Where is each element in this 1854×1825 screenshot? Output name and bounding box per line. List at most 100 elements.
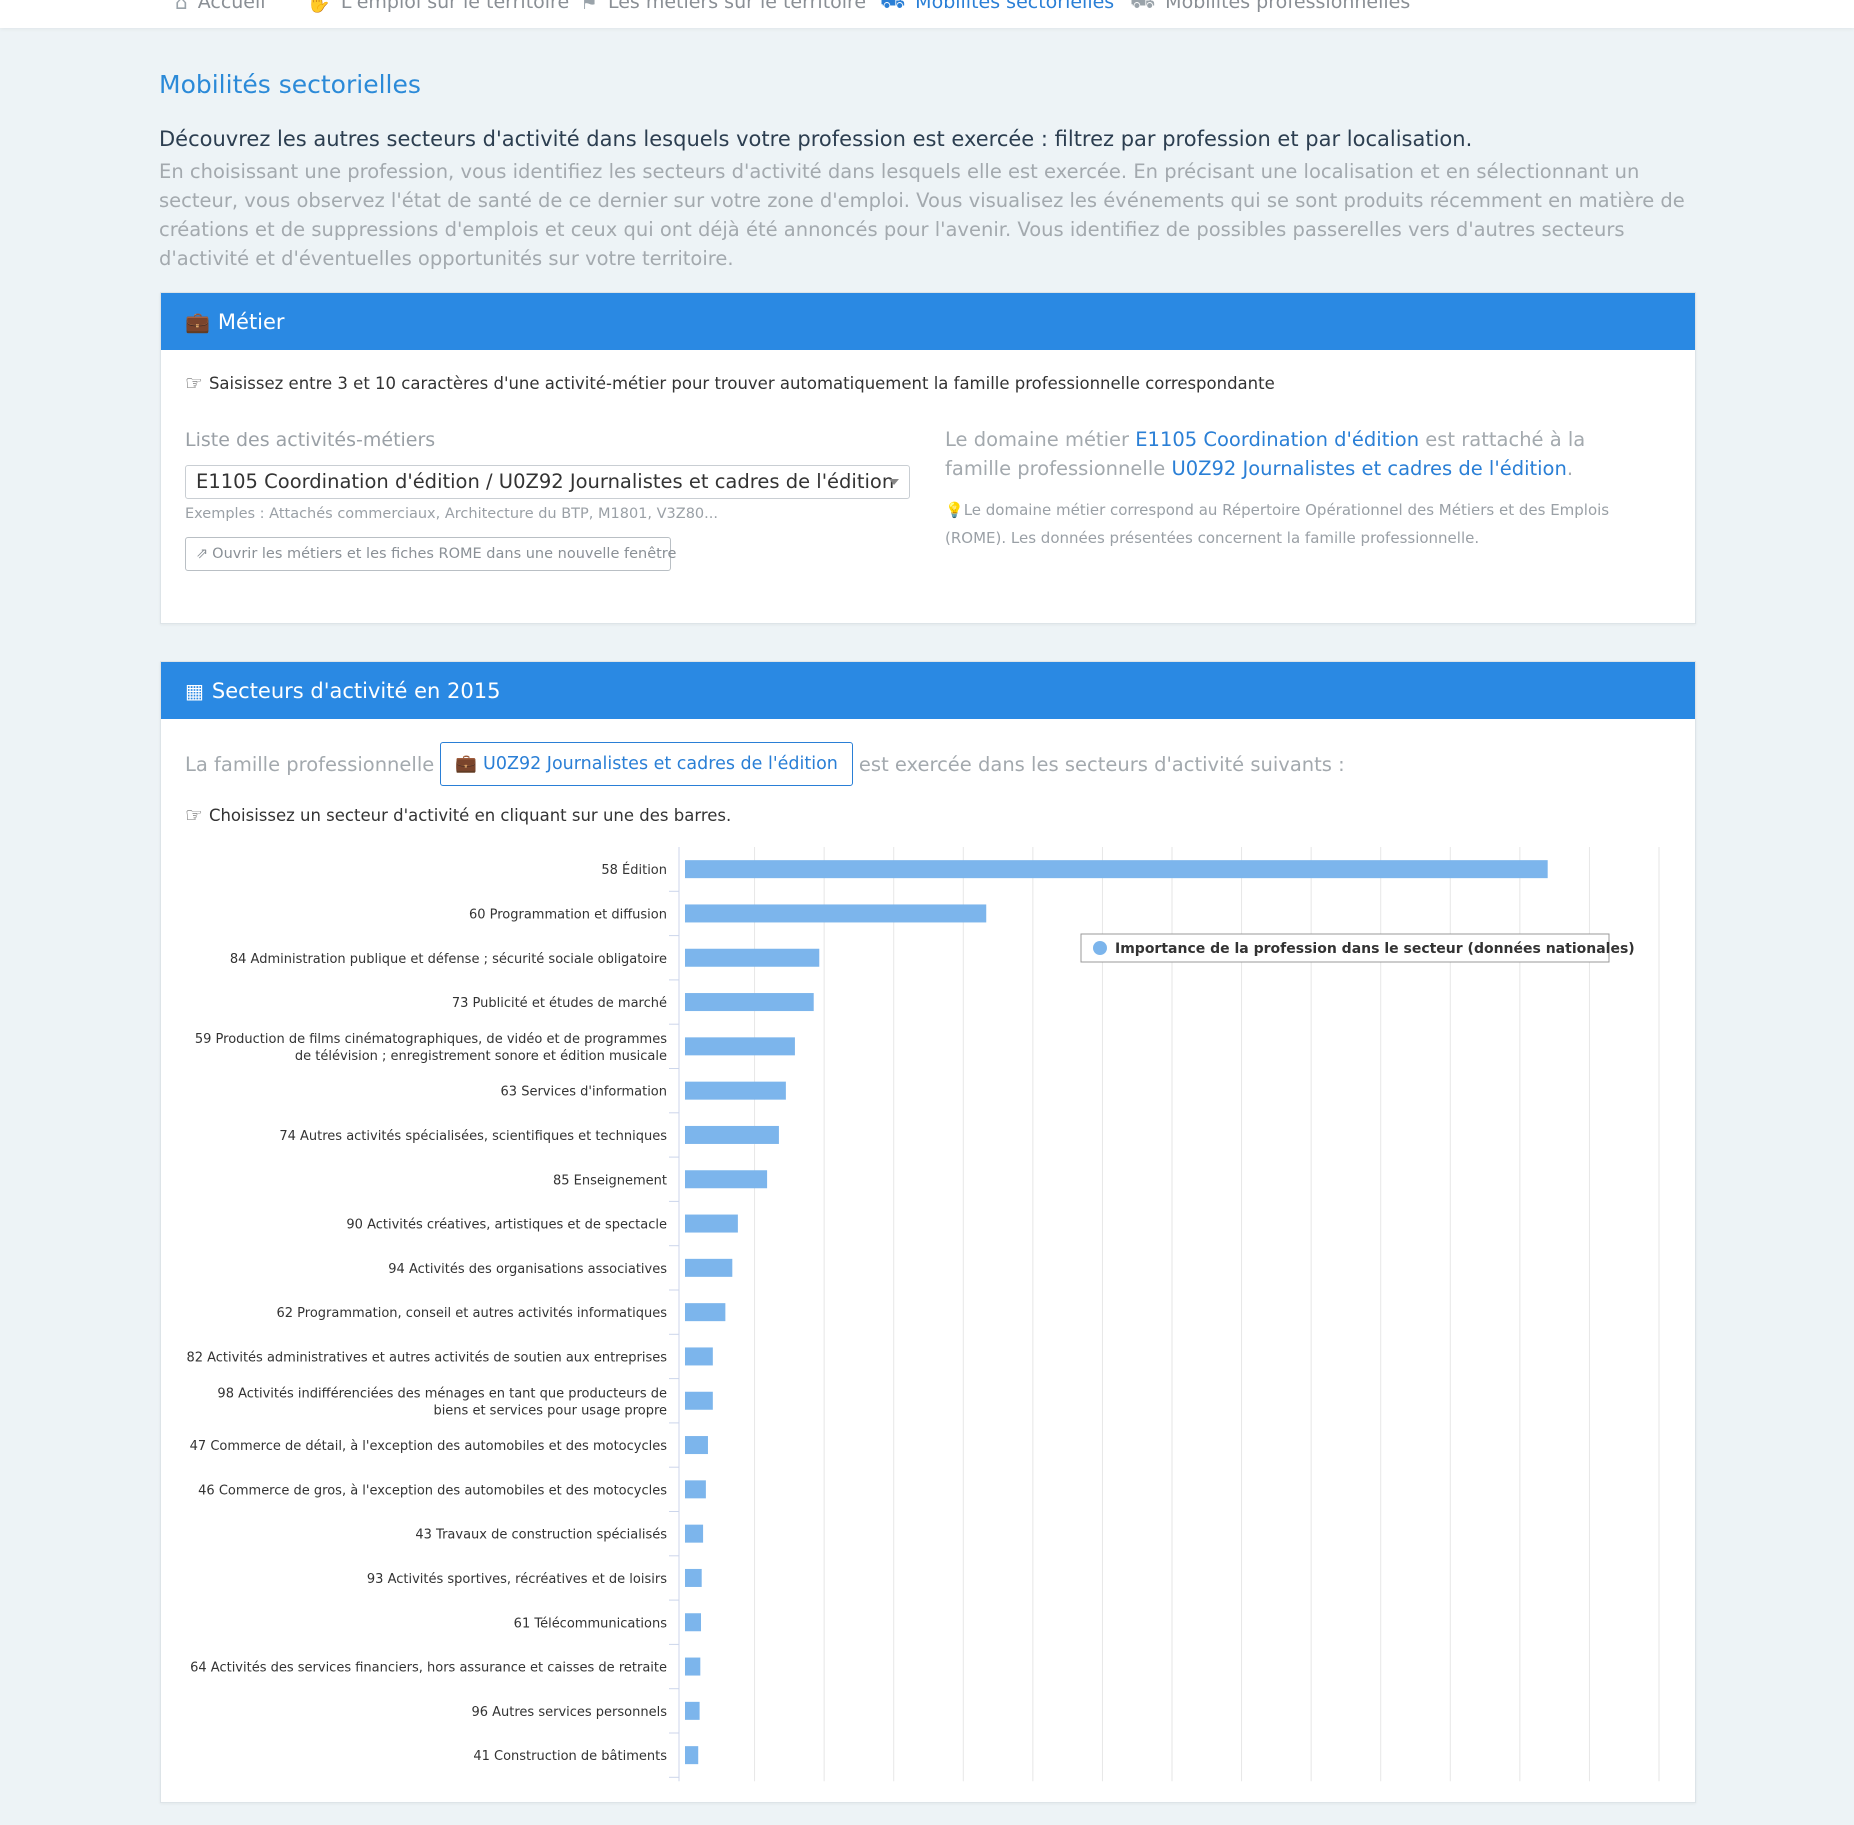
category-label-line: 61 Télécommunications <box>514 1616 668 1631</box>
bar[interactable] <box>685 1037 795 1056</box>
domaine-link[interactable]: E1105 Coordination d'édition <box>1135 428 1420 451</box>
secteurs-panel: ▦ Secteurs d'activité en 2015 La famille… <box>160 661 1696 1803</box>
bar[interactable] <box>685 993 814 1012</box>
category-label: 41 Construction de bâtiments <box>473 1749 667 1764</box>
legend-marker <box>1093 941 1107 955</box>
bar[interactable] <box>685 904 987 923</box>
hand-pointer-icon: ☞ <box>185 803 203 827</box>
category-label: 60 Programmation et diffusion <box>469 907 667 922</box>
famille-button[interactable]: 💼 U0Z92 Journalistes et cadres de l'édit… <box>440 742 853 786</box>
bar[interactable] <box>685 1391 713 1410</box>
activites-field-label: Liste des activités-métiers <box>185 429 436 451</box>
category-label-line: 90 Activités créatives, artistiques et d… <box>346 1218 667 1233</box>
category-label-line: 82 Activités administratives et autres a… <box>186 1350 667 1365</box>
building-icon: ▦ <box>185 678 204 703</box>
category-label: 61 Télécommunications <box>514 1616 668 1631</box>
handshake-icon: ✋ <box>306 0 331 14</box>
category-label-line: 98 Activités indifférenciées des ménages… <box>217 1386 667 1401</box>
nav-item-label: Les métiers sur le territoire <box>607 0 867 13</box>
top-navigation: ⌂ Accueil ✋ L'emploi sur le territoire ⚑… <box>0 0 1854 28</box>
metier-hint-text: Saisissez entre 3 et 10 caractères d'une… <box>208 373 1275 393</box>
domaine-summary: Le domaine métier E1105 Coordination d'é… <box>945 425 1645 483</box>
category-label: 64 Activités des services financiers, ho… <box>190 1661 667 1676</box>
category-label: 85 Enseignement <box>553 1173 667 1188</box>
category-label-line: 46 Commerce de gros, à l'exception des a… <box>198 1483 667 1498</box>
nav-item-mobilites-sectorielles[interactable]: ⛟ Mobilités sectorielles <box>880 0 1115 13</box>
famille-button-label: U0Z92 Journalistes et cadres de l'éditio… <box>483 754 838 774</box>
page-lead: Découvrez les autres secteurs d'activité… <box>159 127 1473 151</box>
bar[interactable] <box>685 1303 726 1322</box>
domaine-summary-prefix: Le domaine métier <box>945 428 1136 451</box>
rome-note-text: Le domaine métier correspond au Répertoi… <box>945 501 1610 547</box>
bar[interactable] <box>685 860 1548 879</box>
nav-item-emploi[interactable]: ✋ L'emploi sur le territoire <box>306 0 569 14</box>
category-label: 98 Activités indifférenciées des ménages… <box>217 1386 667 1418</box>
bar[interactable] <box>685 948 820 967</box>
bar[interactable] <box>685 1347 713 1366</box>
bar[interactable] <box>685 1081 786 1100</box>
bar[interactable] <box>685 1524 704 1543</box>
category-label: 90 Activités créatives, artistiques et d… <box>346 1218 667 1233</box>
category-label: 82 Activités administratives et autres a… <box>186 1350 667 1365</box>
category-label: 93 Activités sportives, récréatives et d… <box>367 1572 667 1587</box>
bar[interactable] <box>685 1657 701 1676</box>
category-label-line: 73 Publicité et études de marché <box>452 996 667 1011</box>
category-label: 84 Administration publique et défense ; … <box>230 952 667 967</box>
bar[interactable] <box>685 1746 699 1765</box>
nav-item-accueil[interactable]: ⌂ Accueil <box>175 0 266 14</box>
metier-panel: 💼 Métier ☞ Saisissez entre 3 et 10 carac… <box>160 292 1696 624</box>
category-label-line: 84 Administration publique et défense ; … <box>230 952 667 967</box>
truck-icon: ⛟ <box>880 0 906 13</box>
category-label: 59 Production de films cinématographique… <box>195 1032 667 1064</box>
rome-note: 💡Le domaine métier correspond au Réperto… <box>945 496 1645 552</box>
category-label: 96 Autres services personnels <box>471 1705 667 1720</box>
nav-item-label: Mobilités professionnelles <box>1165 0 1411 13</box>
category-label-line: biens et services pour usage propre <box>433 1403 667 1418</box>
bar[interactable] <box>685 1258 733 1277</box>
category-label: 94 Activités des organisations associati… <box>388 1262 667 1277</box>
category-label: 73 Publicité et études de marché <box>452 996 667 1011</box>
metier-hint: ☞ Saisissez entre 3 et 10 caractères d'u… <box>185 371 1275 395</box>
category-label-line: 64 Activités des services financiers, ho… <box>190 1661 667 1676</box>
domaine-summary-suffix: . <box>1566 457 1574 480</box>
metier-panel-title: Métier <box>217 309 285 334</box>
metier-panel-header: 💼 Métier <box>161 293 1695 350</box>
nav-item-label: Accueil <box>197 0 266 13</box>
activites-select[interactable]: E1105 Coordination d'édition / U0Z92 Jou… <box>185 465 910 499</box>
briefcase-icon: 💼 <box>455 754 478 774</box>
nav-item-label: Mobilités sectorielles <box>915 0 1115 13</box>
bar[interactable] <box>685 1480 706 1499</box>
open-rome-button[interactable]: ⇗ Ouvrir les métiers et les fiches ROME … <box>185 537 676 571</box>
legend-label: Importance de la profession dans le sect… <box>1115 941 1635 957</box>
category-label: 62 Programmation, conseil et autres acti… <box>276 1306 667 1321</box>
bar[interactable] <box>685 1701 700 1720</box>
bus-icon: ⛟ <box>1130 0 1156 13</box>
category-label-line: 60 Programmation et diffusion <box>469 907 667 922</box>
nav-item-metiers[interactable]: ⚑ Les métiers sur le territoire <box>580 0 867 14</box>
category-label: 58 Édition <box>601 862 667 878</box>
bar[interactable] <box>685 1125 779 1144</box>
bar[interactable] <box>685 1568 702 1587</box>
category-label-line: 85 Enseignement <box>553 1173 667 1188</box>
home-icon: ⌂ <box>175 0 188 14</box>
category-label-line: de télévision ; enregistrement sonore et… <box>295 1049 667 1064</box>
bar[interactable] <box>685 1436 708 1455</box>
category-label: 46 Commerce de gros, à l'exception des a… <box>198 1483 667 1498</box>
category-label: 63 Services d'information <box>501 1085 667 1100</box>
activites-select-value: E1105 Coordination d'édition / U0Z92 Jou… <box>196 470 895 493</box>
examples-help-text: Exemples : Attachés commerciaux, Archite… <box>185 506 718 522</box>
briefcase-icon: 💼 <box>185 309 210 334</box>
open-rome-button-label: Ouvrir les métiers et les fiches ROME da… <box>212 546 677 562</box>
legend-box <box>1080 933 1610 963</box>
secteurs-hint-text: Choisissez un secteur d'activité en cliq… <box>208 805 732 825</box>
bar[interactable] <box>685 1214 738 1233</box>
famille-link[interactable]: U0Z92 Journalistes et cadres de l'éditio… <box>1171 457 1567 480</box>
category-label-line: 59 Production de films cinématographique… <box>195 1032 667 1047</box>
bar[interactable] <box>685 1170 768 1189</box>
page-description: En choisissant une profession, vous iden… <box>159 160 1685 270</box>
category-label-line: 58 Édition <box>601 862 667 878</box>
nav-item-mobilites-professionnelles[interactable]: ⛟ Mobilités professionnelles <box>1130 0 1411 13</box>
category-label: 43 Travaux de construction spécialisés <box>415 1528 667 1543</box>
bar[interactable] <box>685 1613 702 1632</box>
chevron-down-icon <box>889 479 899 485</box>
